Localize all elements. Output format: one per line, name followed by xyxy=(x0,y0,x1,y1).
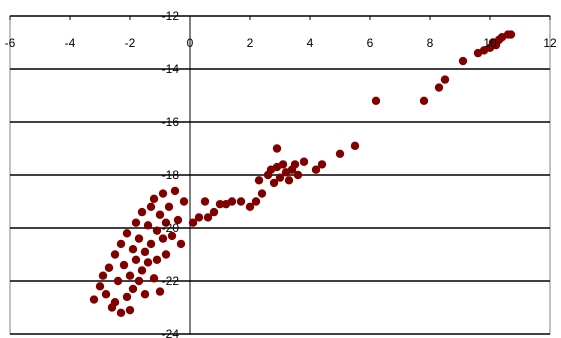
data-point xyxy=(122,229,132,238)
data-point xyxy=(149,194,159,204)
data-point xyxy=(125,305,135,315)
y-tick-label: -18 xyxy=(162,168,180,182)
data-point xyxy=(434,83,444,92)
data-point xyxy=(95,282,105,291)
data-point xyxy=(161,250,171,259)
data-point xyxy=(227,197,237,206)
data-point xyxy=(188,218,198,227)
data-point xyxy=(104,263,114,272)
data-point xyxy=(134,276,144,286)
x-tick-label: 6 xyxy=(367,36,374,50)
data-point xyxy=(128,245,138,254)
data-point xyxy=(137,207,147,217)
data-point xyxy=(275,173,285,182)
data-point xyxy=(149,274,159,283)
y-tick-label: -20 xyxy=(162,221,180,235)
data-point xyxy=(173,215,183,225)
data-point xyxy=(131,218,141,227)
axes xyxy=(9,15,551,335)
data-point xyxy=(89,295,99,304)
data-point xyxy=(143,258,153,267)
data-point xyxy=(176,239,186,249)
data-point xyxy=(371,96,381,106)
data-point xyxy=(131,255,141,264)
data-points xyxy=(89,30,516,317)
data-point xyxy=(116,308,126,317)
x-tick-label: 2 xyxy=(247,36,254,50)
data-point xyxy=(419,96,429,106)
data-point xyxy=(167,231,177,241)
data-point xyxy=(290,160,300,169)
data-point xyxy=(440,75,450,84)
data-point xyxy=(125,271,135,280)
data-point xyxy=(101,290,111,299)
y-tick-labels: -12 -14 -16 -18 -20 -22 -24 xyxy=(162,9,180,338)
data-point xyxy=(152,255,162,264)
data-point xyxy=(158,234,168,243)
data-point xyxy=(317,160,327,169)
data-point xyxy=(170,186,180,196)
data-point xyxy=(155,287,165,296)
data-point xyxy=(236,197,246,206)
data-point xyxy=(155,210,165,219)
data-point xyxy=(110,298,120,307)
data-point xyxy=(113,276,123,286)
data-point xyxy=(335,149,345,158)
data-point xyxy=(128,284,138,294)
y-tick-label: -24 xyxy=(162,327,180,338)
x-tick-label: 8 xyxy=(427,36,434,50)
data-point xyxy=(152,226,162,235)
data-point xyxy=(209,207,219,217)
data-point xyxy=(506,30,516,39)
data-point xyxy=(200,197,210,206)
data-point xyxy=(179,197,189,206)
x-tick-label: 4 xyxy=(307,36,314,50)
data-point xyxy=(278,160,288,169)
x-tick-label: 12 xyxy=(543,36,557,50)
y-tick-label: -16 xyxy=(162,115,180,129)
data-point xyxy=(311,165,321,174)
data-point xyxy=(119,260,129,270)
data-point xyxy=(143,221,153,230)
data-point xyxy=(164,202,174,211)
data-point xyxy=(284,176,294,185)
x-tick-label: 10 xyxy=(483,36,497,50)
x-tick-label: 0 xyxy=(187,36,194,50)
data-point xyxy=(257,189,267,198)
data-point xyxy=(161,218,171,227)
x-tick-label: -4 xyxy=(65,36,76,50)
data-point xyxy=(350,141,360,151)
x-tick-label: -6 xyxy=(5,36,16,50)
data-point xyxy=(203,213,213,222)
data-point xyxy=(251,197,261,206)
data-point xyxy=(254,176,264,185)
y-tick-label: -14 xyxy=(162,62,180,76)
data-point xyxy=(158,189,168,198)
data-point xyxy=(116,239,126,249)
x-tick-label: -2 xyxy=(125,36,136,50)
data-point xyxy=(146,202,156,211)
data-point xyxy=(98,271,108,280)
data-point xyxy=(293,170,303,180)
data-point xyxy=(245,202,255,211)
x-tick-labels: -6 -4 -2 0 2 4 6 8 10 12 xyxy=(5,36,557,50)
data-point xyxy=(140,290,150,299)
data-point xyxy=(110,250,120,259)
data-point xyxy=(137,266,147,275)
y-tick-label: -22 xyxy=(162,274,180,288)
data-point xyxy=(215,199,225,209)
data-point xyxy=(458,56,468,66)
data-point xyxy=(194,213,204,222)
data-point xyxy=(146,239,156,249)
data-point xyxy=(269,178,279,188)
data-point xyxy=(299,157,309,166)
data-point xyxy=(134,234,144,243)
data-point xyxy=(272,144,282,153)
data-point xyxy=(140,247,150,257)
data-point xyxy=(122,292,132,302)
y-tick-label: -12 xyxy=(162,9,180,23)
